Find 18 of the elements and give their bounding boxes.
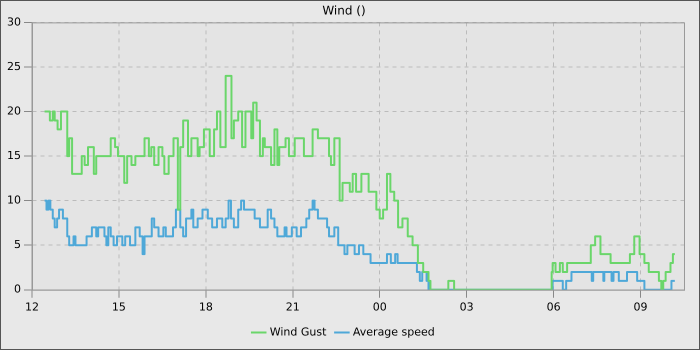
x-tick-label: 09 (634, 300, 648, 314)
y-tick-label: 30 (6, 15, 21, 28)
legend-label: Wind Gust (270, 325, 328, 338)
x-tick-label: 21 (286, 300, 300, 314)
y-tick-label: 20 (6, 104, 21, 118)
y-tick-label: 10 (6, 194, 21, 207)
x-tick-label: 00 (372, 300, 387, 314)
x-tick-label: 12 (24, 300, 39, 314)
y-tick-label: 5 (14, 238, 21, 252)
y-tick-label: 15 (6, 148, 21, 162)
y-tick-label: 0 (14, 282, 21, 296)
y-tick-label: 25 (6, 60, 21, 73)
legend-label: Average speed (352, 325, 435, 338)
x-tick-label: 15 (112, 300, 126, 314)
chart-title: Wind () (322, 3, 366, 18)
x-tick-label: 18 (198, 300, 213, 314)
x-tick-label: 03 (460, 300, 474, 314)
x-tick-label: 06 (546, 300, 561, 314)
